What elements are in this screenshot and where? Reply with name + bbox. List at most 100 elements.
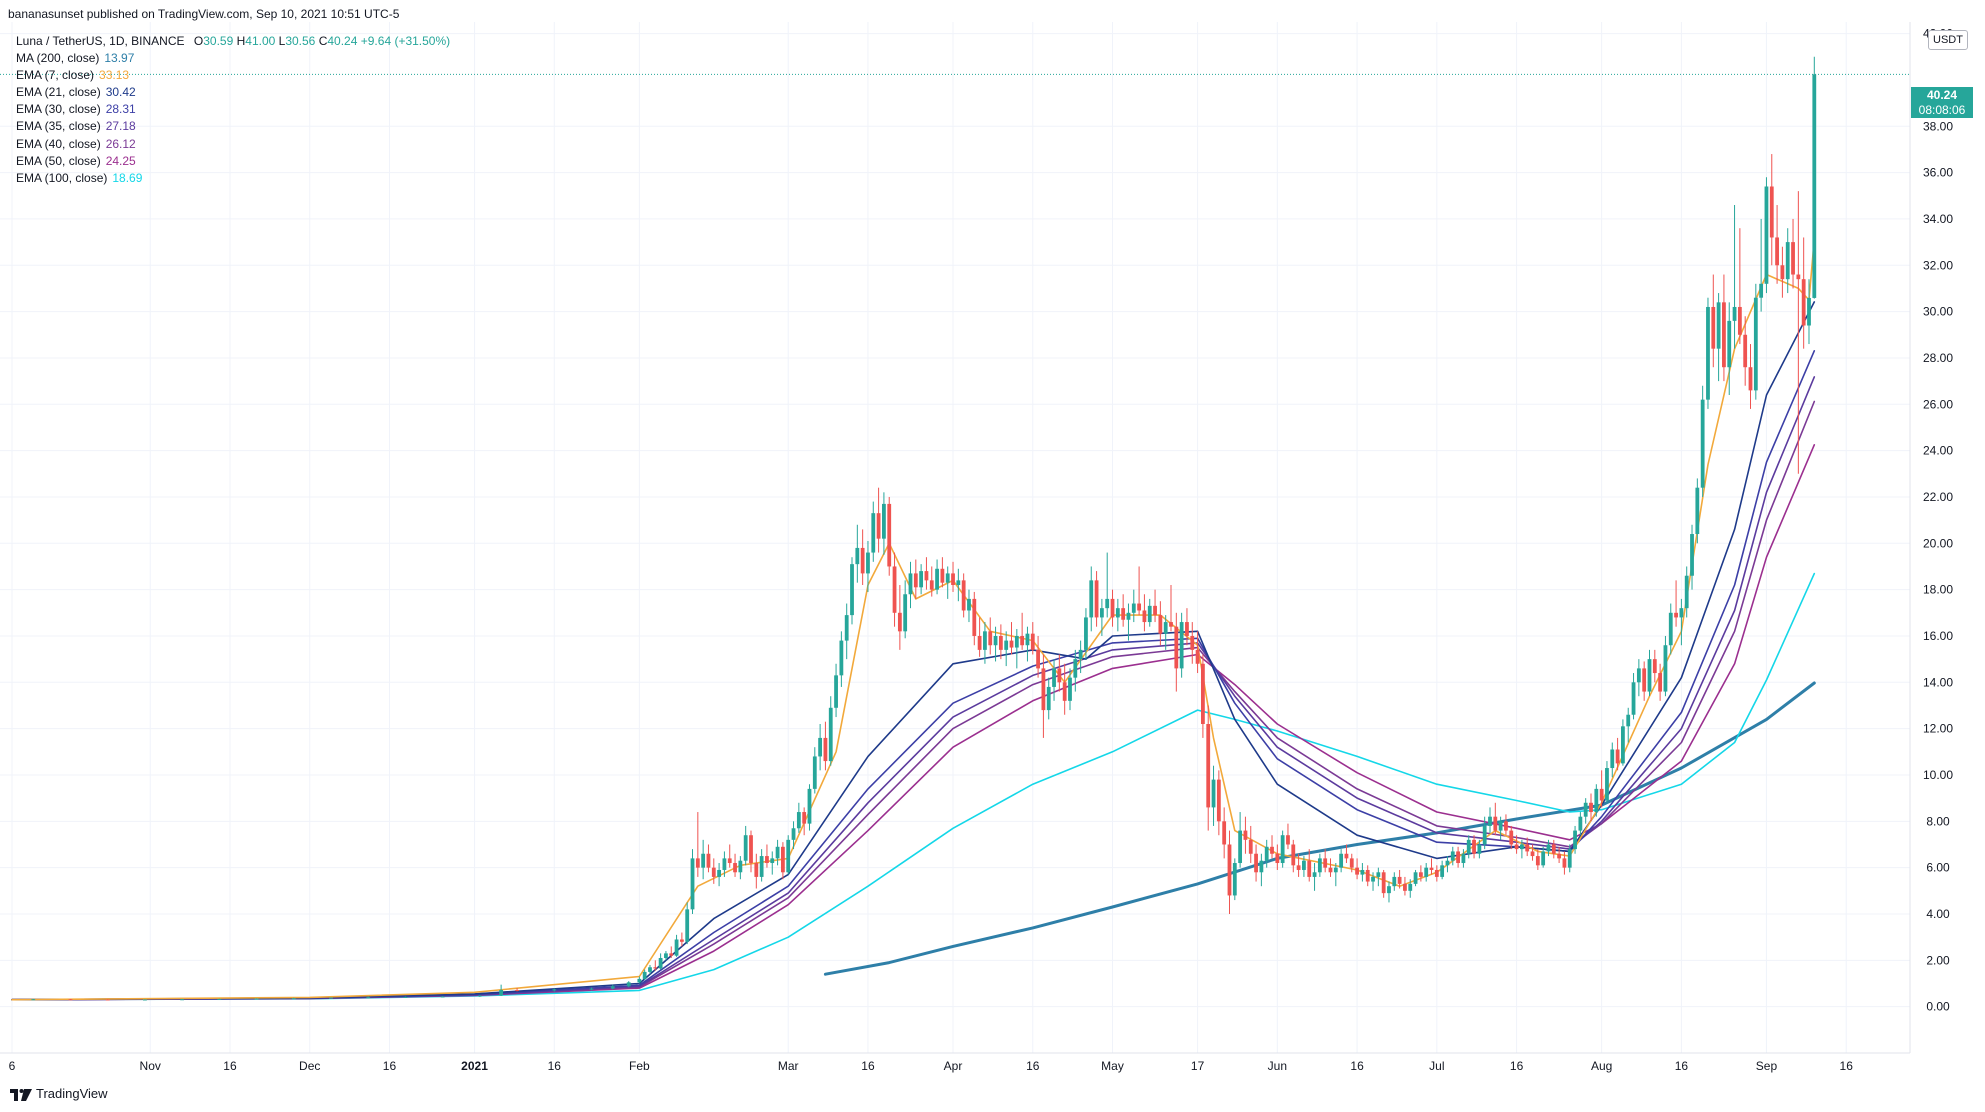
candle-body [1046, 686, 1051, 711]
candle [291, 997, 296, 1000]
candle [1169, 584, 1173, 632]
candle [1450, 846, 1455, 866]
candle-body [1052, 668, 1056, 687]
candle-body [685, 909, 690, 942]
candle [1323, 849, 1328, 873]
candle [1482, 816, 1487, 850]
candle-body [143, 999, 147, 1001]
candle [807, 784, 812, 831]
candle-body [1020, 635, 1025, 646]
candle-body [1286, 835, 1290, 845]
candle [1668, 603, 1673, 655]
indicator-legend-row: EMA (30, close) 28.31 [16, 101, 450, 118]
candle [1115, 598, 1120, 632]
candle [589, 987, 594, 991]
price-tick-label: 38.00 [1923, 119, 1953, 133]
candle-body [855, 547, 860, 565]
candle [866, 540, 870, 592]
candle-body [839, 640, 844, 676]
indicator-value: 18.69 [112, 170, 143, 185]
price-tick-label: 32.00 [1923, 258, 1953, 272]
price-tick-label: 8.00 [1926, 814, 1950, 828]
candle [552, 988, 557, 992]
candle [897, 584, 902, 650]
price-tick-label: 34.00 [1923, 212, 1953, 226]
candle [1514, 835, 1519, 854]
candle [1397, 869, 1402, 889]
candle-body [1211, 779, 1216, 808]
candle-body [1360, 869, 1365, 875]
candle [1046, 677, 1051, 720]
candle [610, 984, 615, 990]
candle-body [1621, 726, 1625, 764]
indicator-label: EMA (50, close) [16, 153, 101, 168]
candle [1732, 205, 1737, 349]
candle-body [945, 573, 950, 583]
candle-body [1551, 844, 1556, 854]
candle-body [913, 573, 918, 588]
candle [791, 821, 796, 850]
candle-body [1280, 835, 1285, 864]
symbol-legend-row: Luna / TetherUS, 1D, BINANCE O30.59 H41.… [16, 33, 450, 50]
candle-body [1716, 302, 1721, 349]
candle-body [1684, 575, 1689, 609]
candle-body [956, 580, 961, 585]
ma-series-line [11, 238, 1816, 1001]
candle-body [1190, 635, 1195, 650]
candle [1418, 865, 1423, 882]
candle-body [733, 863, 737, 873]
candle-body [1753, 297, 1758, 391]
candle-body [1254, 853, 1258, 873]
candle [1737, 228, 1742, 345]
candle-body [669, 953, 674, 956]
tradingview-footer[interactable]: TradingView [10, 1086, 108, 1101]
candle [626, 981, 631, 988]
candle [1344, 844, 1349, 864]
candle [1525, 837, 1530, 857]
candle-body [791, 828, 796, 840]
currency-unit-button[interactable]: USDT [1928, 30, 1968, 50]
candle [1551, 839, 1556, 859]
time-axis[interactable]: 6 Nov 16 Dec 16 2021 16 Feb Mar 16 Apr 16 May 17 Jun 16… [9, 1059, 1854, 1073]
candle-body [1302, 860, 1306, 870]
candle [1317, 853, 1322, 877]
price-tick-label: 0.00 [1926, 1000, 1950, 1014]
candle-body [1472, 839, 1476, 854]
candle [759, 849, 764, 882]
candle-body [903, 594, 908, 632]
time-tick-label: Jul [1429, 1059, 1444, 1073]
candle [887, 496, 892, 576]
candle [1376, 867, 1381, 887]
candle-body [988, 631, 993, 646]
time-tick-label: 16 [861, 1059, 875, 1073]
candle-body [1041, 668, 1046, 711]
candle [1812, 56, 1817, 299]
symbol-label: Luna / TetherUS, 1D, BINANCE [16, 34, 185, 48]
candle [1472, 835, 1476, 859]
candle-body [499, 989, 504, 996]
candle [738, 856, 743, 880]
candle [1578, 812, 1583, 836]
indicator-value: 26.12 [105, 136, 136, 151]
price-axis[interactable]: 0.00 2.00 4.00 6.00 8.00 10.00 12.00 14.00 16.00… [1923, 27, 1953, 1014]
candle-body [1137, 603, 1142, 611]
candle-body [1658, 673, 1663, 692]
candle [1084, 608, 1088, 660]
candle [1716, 293, 1721, 382]
price-tick-label: 22.00 [1923, 490, 1953, 504]
time-tick-label: Mar [778, 1059, 799, 1073]
candle-body [1243, 830, 1248, 840]
candle [440, 996, 445, 998]
time-tick-label: 6 [9, 1059, 16, 1073]
candle-body [977, 635, 982, 650]
candle-body [1615, 749, 1620, 764]
candle [754, 853, 759, 889]
candle-body [1589, 802, 1593, 813]
candle [679, 932, 684, 947]
candle-body [951, 573, 955, 585]
time-tick-label: 16 [1350, 1059, 1364, 1073]
candle [1759, 218, 1764, 312]
indicator-legend-row: EMA (40, close) 26.12 [16, 136, 450, 153]
high-value: 41.00 [245, 34, 276, 48]
